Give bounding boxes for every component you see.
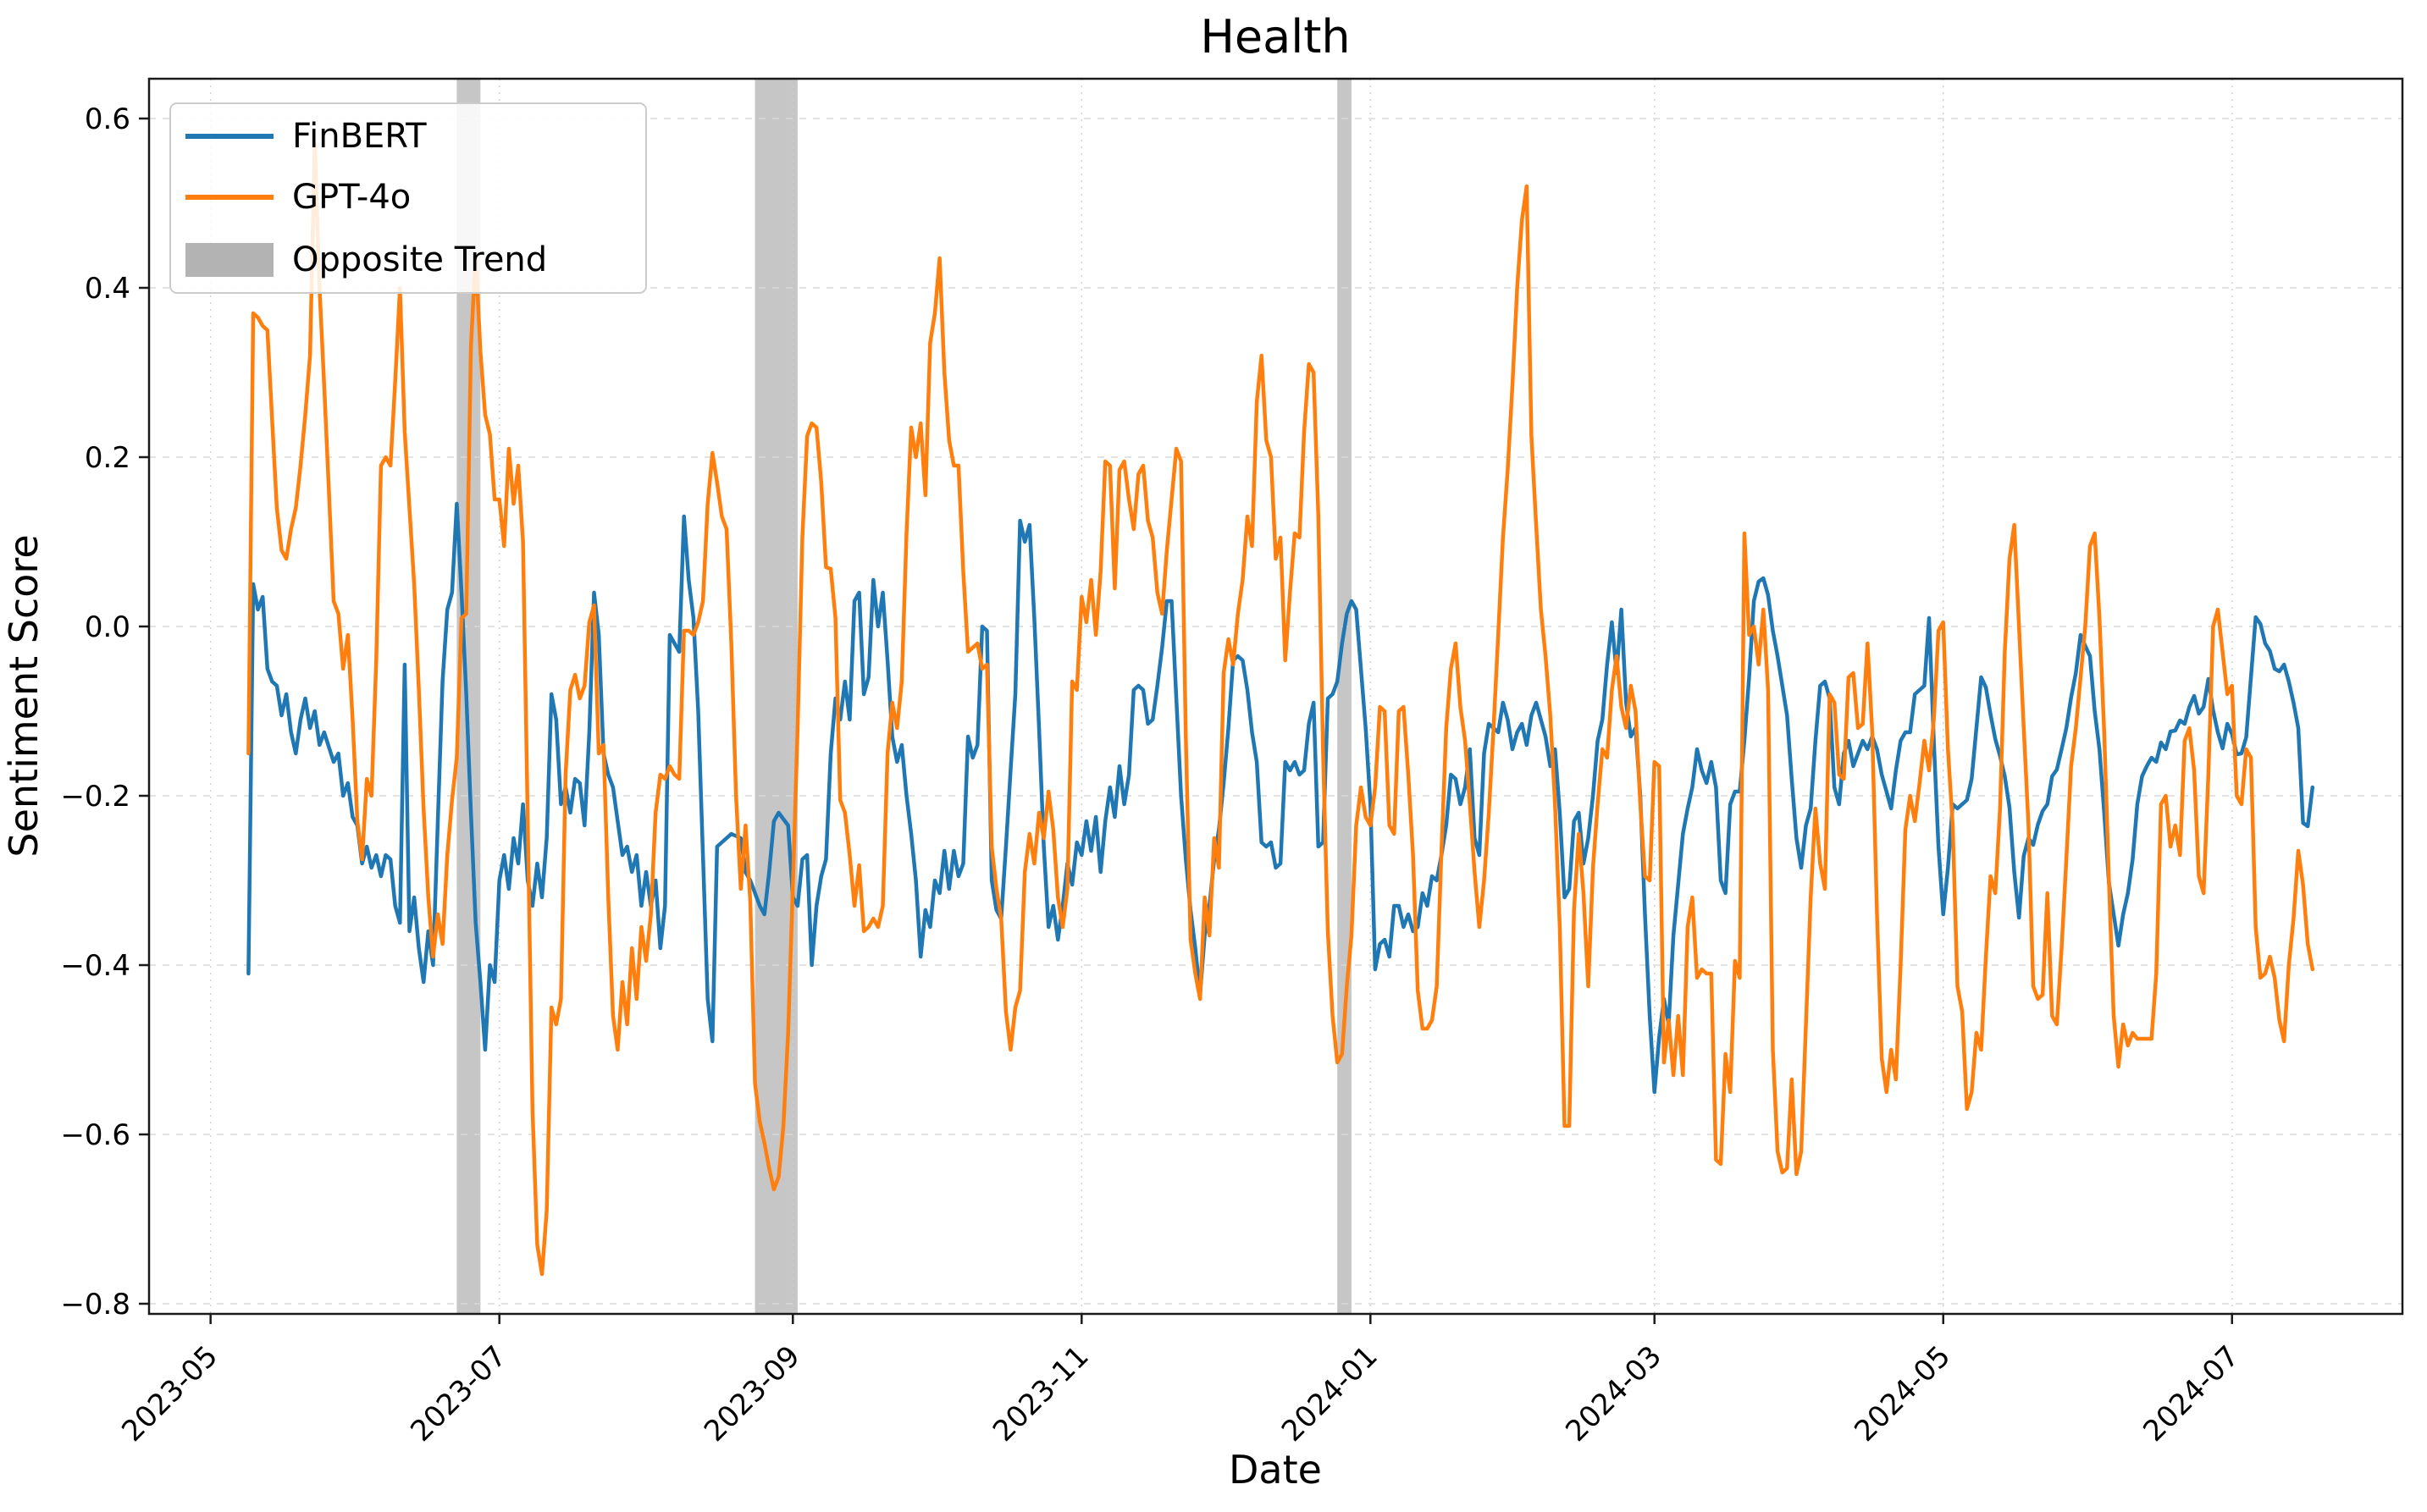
y-axis-label: Sentiment Score xyxy=(1,534,47,857)
series-lines xyxy=(246,141,2315,1277)
y-tick-label: −0.4 xyxy=(60,949,130,983)
plot-frame xyxy=(147,77,2404,1316)
x-tick-label: 2023-07 xyxy=(404,1339,513,1449)
legend: FinBERT GPT-4o Opposite Trend xyxy=(169,102,647,294)
y-tick-label: 0.0 xyxy=(85,610,130,644)
x-tick-label: 2023-09 xyxy=(698,1339,807,1449)
axis-ticks xyxy=(139,117,2233,1324)
x-tick-label: 2023-11 xyxy=(987,1339,1096,1449)
chart-title: Health xyxy=(1200,10,1350,63)
series-line-gpt-4o xyxy=(246,141,2315,1277)
x-tick-label: 2024-03 xyxy=(1559,1339,1668,1449)
legend-label-gpt4o: GPT-4o xyxy=(292,178,411,217)
axis-tick-labels: 0.6 0.4 0.2 0.0 −0.2 −0.4 −0.6 −0.8 2023-05 2023-… xyxy=(60,102,2246,1449)
y-tick-label: −0.8 xyxy=(60,1288,130,1322)
opposite-trend-band xyxy=(755,79,798,1314)
y-tick-label: 0.2 xyxy=(85,441,130,475)
legend-label-finbert: FinBERT xyxy=(292,117,427,156)
series-line-finbert xyxy=(246,501,2315,1095)
x-tick-label: 2023-05 xyxy=(115,1339,224,1449)
y-tick-label: 0.4 xyxy=(85,272,130,306)
x-tick-label: 2024-05 xyxy=(1848,1339,1957,1449)
y-tick-label: 0.6 xyxy=(85,102,130,136)
opposite-trend-band xyxy=(1337,79,1352,1314)
legend-label-opposite-trend: Opposite Trend xyxy=(292,240,547,279)
legend-patch-opposite-trend xyxy=(185,243,274,277)
x-tick-label: 2024-01 xyxy=(1275,1339,1385,1449)
legend-box xyxy=(169,102,647,294)
y-tick-label: −0.6 xyxy=(60,1118,130,1152)
y-tick-label: −0.2 xyxy=(60,780,130,814)
x-axis-label: Date xyxy=(1229,1447,1322,1493)
x-tick-label: 2024-07 xyxy=(2137,1339,2246,1449)
